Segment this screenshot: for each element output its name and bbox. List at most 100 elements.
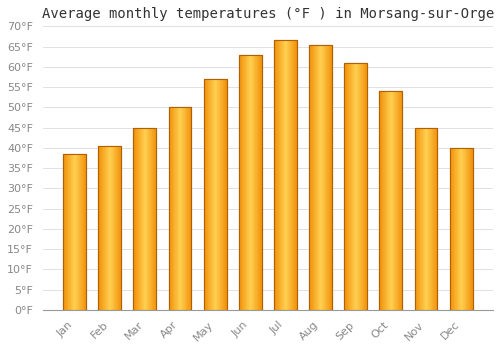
Bar: [396, 91, 397, 310]
Bar: [70, 154, 71, 310]
Bar: [85, 154, 86, 310]
Bar: [244, 55, 245, 310]
Bar: [101, 146, 102, 310]
Bar: [400, 91, 401, 310]
Bar: [222, 79, 223, 310]
Bar: [464, 148, 465, 310]
Bar: [322, 44, 323, 310]
Bar: [215, 79, 216, 310]
Bar: [470, 148, 471, 310]
Bar: [251, 55, 252, 310]
Bar: [466, 148, 467, 310]
Bar: [134, 128, 156, 310]
Bar: [63, 154, 64, 310]
Bar: [465, 148, 466, 310]
Bar: [147, 128, 148, 310]
Bar: [151, 128, 152, 310]
Bar: [139, 128, 140, 310]
Bar: [418, 128, 419, 310]
Bar: [239, 55, 262, 310]
Bar: [450, 148, 472, 310]
Bar: [450, 148, 472, 310]
Bar: [471, 148, 472, 310]
Bar: [66, 154, 67, 310]
Bar: [115, 146, 116, 310]
Bar: [351, 63, 352, 310]
Bar: [78, 154, 79, 310]
Bar: [364, 63, 365, 310]
Bar: [354, 63, 355, 310]
Bar: [65, 154, 66, 310]
Bar: [345, 63, 346, 310]
Bar: [113, 146, 114, 310]
Bar: [344, 63, 345, 310]
Bar: [176, 107, 177, 310]
Bar: [257, 55, 258, 310]
Bar: [436, 128, 437, 310]
Bar: [363, 63, 364, 310]
Bar: [169, 107, 170, 310]
Bar: [326, 44, 327, 310]
Bar: [119, 146, 120, 310]
Bar: [241, 55, 242, 310]
Bar: [254, 55, 255, 310]
Bar: [218, 79, 219, 310]
Bar: [381, 91, 382, 310]
Bar: [154, 128, 155, 310]
Bar: [427, 128, 428, 310]
Bar: [189, 107, 190, 310]
Bar: [204, 79, 227, 310]
Bar: [210, 79, 211, 310]
Bar: [380, 91, 402, 310]
Bar: [250, 55, 251, 310]
Bar: [398, 91, 399, 310]
Bar: [359, 63, 360, 310]
Bar: [168, 107, 192, 310]
Bar: [255, 55, 256, 310]
Bar: [386, 91, 387, 310]
Bar: [109, 146, 110, 310]
Bar: [327, 44, 328, 310]
Bar: [280, 41, 281, 310]
Bar: [107, 146, 108, 310]
Bar: [330, 44, 331, 310]
Bar: [104, 146, 105, 310]
Bar: [431, 128, 432, 310]
Bar: [178, 107, 179, 310]
Bar: [293, 41, 294, 310]
Bar: [76, 154, 77, 310]
Bar: [111, 146, 112, 310]
Bar: [140, 128, 141, 310]
Bar: [179, 107, 180, 310]
Bar: [99, 146, 100, 310]
Bar: [213, 79, 214, 310]
Bar: [358, 63, 359, 310]
Bar: [208, 79, 209, 310]
Bar: [118, 146, 119, 310]
Bar: [460, 148, 461, 310]
Bar: [384, 91, 385, 310]
Bar: [311, 44, 312, 310]
Bar: [74, 154, 75, 310]
Bar: [350, 63, 351, 310]
Bar: [289, 41, 290, 310]
Bar: [114, 146, 115, 310]
Bar: [112, 146, 113, 310]
Bar: [184, 107, 185, 310]
Bar: [173, 107, 174, 310]
Bar: [414, 128, 415, 310]
Bar: [317, 44, 318, 310]
Bar: [324, 44, 325, 310]
Bar: [425, 128, 426, 310]
Bar: [392, 91, 393, 310]
Bar: [323, 44, 324, 310]
Bar: [430, 128, 431, 310]
Bar: [180, 107, 181, 310]
Bar: [105, 146, 106, 310]
Bar: [98, 146, 99, 310]
Bar: [424, 128, 425, 310]
Bar: [360, 63, 361, 310]
Bar: [153, 128, 154, 310]
Bar: [290, 41, 291, 310]
Bar: [356, 63, 357, 310]
